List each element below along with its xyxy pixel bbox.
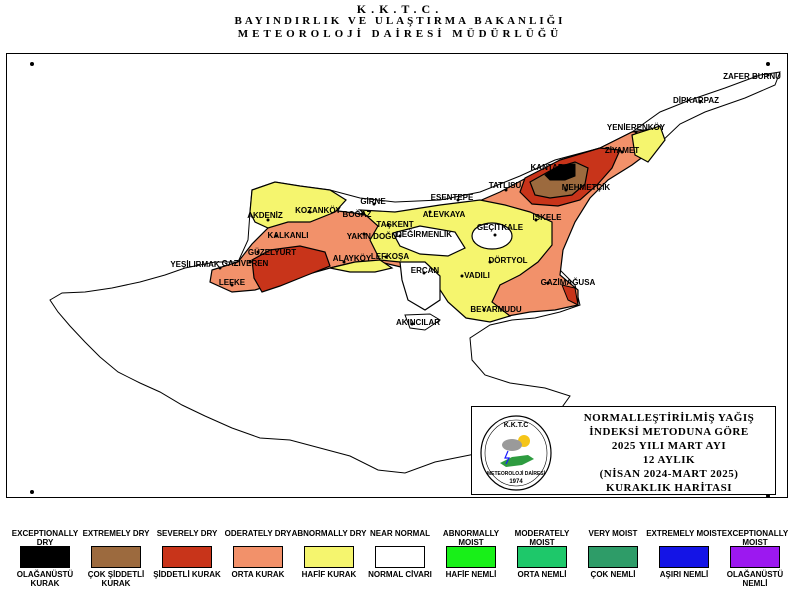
zone-near-normal-gecitkale [471, 222, 513, 250]
legend-swatch [659, 546, 709, 568]
place-yakin-dogu: YAKIN DOĞU [347, 232, 398, 241]
legend-swatch [304, 546, 354, 568]
legend-label-en: ABNORMALLY DRY [291, 529, 367, 538]
legend-label-en: VERY MOIST [588, 529, 638, 538]
lightning-icon [504, 450, 510, 465]
legend-label-en: EXTREMELY MOIST [646, 529, 722, 538]
zone-near-normal-ercan [399, 261, 441, 311]
place-alaykoy: ALAYKÖY [333, 254, 372, 263]
cloud-icon [502, 439, 522, 451]
place-kantara: KANTARA [531, 163, 570, 172]
legend-label-en: ABNORMALLY MOIST [442, 529, 500, 547]
map-frame [6, 53, 788, 498]
place-dortyol: DÖRTYOL [488, 256, 527, 265]
place-akincilar: AKINCILAR [396, 318, 440, 327]
legend-swatch [233, 546, 283, 568]
legend-label-en: MODERATELY MOIST [514, 529, 570, 547]
place-mehmetcik: MEHMETÇİK [562, 183, 611, 192]
logo-top-text: K.K.T.C [504, 422, 529, 429]
map-info-box: K.K.T.C METEOROLOJİ DAİRESİ 1974 NORMALL… [471, 406, 776, 495]
place-zafer-burnu: ZAFER BURNU [723, 72, 781, 81]
logo-year: 1974 [509, 479, 523, 485]
info-line-1: NORMALLEŞTİRİLMİŞ YAĞIŞ [583, 412, 755, 424]
legend-swatch [588, 546, 638, 568]
legend-label-tr: OLAĞANÜSTÜ KURAK [16, 570, 74, 588]
place-yenierenkoy: YENİERENKÖY [607, 123, 666, 132]
header-line-2: BAYINDIRLIK VE ULAŞTIRMA BAKANLIĞI [234, 15, 566, 27]
place-guzelyurt: GÜZELYURT [248, 248, 296, 257]
legend-label-en: EXCEPTIONALLY DRY [11, 529, 79, 547]
legend-swatch [730, 546, 780, 568]
place-beyarmudu: BEYARMUDU [470, 305, 521, 314]
place-girne: GİRNE [360, 197, 386, 206]
place-iskele: İSKELE [533, 213, 563, 222]
info-line-6: KURAKLIK HARİTASI [606, 482, 732, 494]
legend-label-tr: HAFİF NEMLİ [445, 570, 497, 579]
legend-label-en: EXCEPTIONALLY MOIST [721, 529, 789, 547]
zone-exceptionally-dry [544, 163, 576, 181]
info-line-4: 12 AYLIK [642, 454, 696, 466]
legend-swatch [162, 546, 212, 568]
info-line-3: 2025 YILI MART AYI [611, 440, 727, 452]
legend-swatch [91, 546, 141, 568]
zone-abnormally-dry-west [249, 181, 347, 229]
place-ercan: ERCAN [411, 266, 440, 275]
info-line-2: İNDEKSİ METODUNA GÖRE [589, 426, 749, 438]
legend-label-tr: ŞİDDETLİ KURAK [153, 570, 221, 579]
legend-swatch [20, 546, 70, 568]
zone-severely-dry-west [251, 245, 331, 293]
legend-label-tr: HAFİF KURAK [301, 570, 357, 579]
legend-label-en: SEVERELY DRY [156, 529, 218, 538]
place-lefke: LEFKE [219, 278, 246, 287]
place-gazimagusa: GAZİMAĞUSA [541, 278, 596, 287]
place-kozankoy: KOZANKÖY [295, 206, 341, 215]
legend-swatch [375, 546, 425, 568]
place-bogaz: BOĞAZ [343, 210, 372, 219]
legend-label-tr: ORTA KURAK [231, 570, 285, 579]
zone-abnormally-dry-karpaz [631, 125, 666, 163]
place-gecitkale: GEÇİTKALE [477, 223, 524, 232]
legend-label-tr: NORMAL CİVARI [368, 570, 432, 579]
legend-label-tr: AŞIRI NEMLİ [659, 570, 709, 579]
legend-label-en: ODERATELY DRY [224, 529, 292, 538]
place-degirmenlik: DEĞİRMENLİK [396, 230, 452, 239]
legend-label-tr: OLAĞANÜSTÜ NEMLİ [726, 570, 784, 588]
place-yesilirmak: YEŞİLIRMAK [170, 260, 220, 269]
legend-swatch [446, 546, 496, 568]
place-lefkosa: LEFKOŞA [371, 252, 409, 261]
place-taskent: TAŞKENT [376, 220, 413, 229]
zone-severely-dry-famagusta [561, 284, 579, 306]
legend-swatch [517, 546, 567, 568]
place-vadili: VADILI [464, 271, 490, 280]
legend-label-tr: ÇOK ŞİDDETLİ KURAK [87, 570, 145, 588]
place-dipkarpaz: DİPKARPAZ [673, 96, 719, 105]
meteorology-logo: K.K.T.C METEOROLOJİ DAİRESİ 1974 [480, 415, 552, 491]
corner-marks [30, 62, 770, 498]
place-akdeniz: AKDENİZ [247, 211, 283, 220]
legend-label-en: NEAR NORMAL [370, 529, 430, 538]
place-alevkaya: ALEVKAYA [423, 210, 466, 219]
island-icon [500, 455, 534, 467]
header-line-3: METEOROLOJİ DAİRESİ MÜDÜRLÜĞÜ [237, 28, 563, 40]
zone-near-normal-akincilar [404, 313, 441, 331]
legend-label-en: EXTREMELY DRY [82, 529, 150, 538]
logo-bottom-text: METEOROLOJİ DAİRESİ [487, 470, 546, 477]
place-gaziveren: GAZİVEREN [222, 259, 269, 268]
place-kalkanli: KALKANLI [268, 231, 309, 240]
legend-label-tr: ÇOK NEMLİ [590, 570, 636, 579]
header-line-1: K.K.T.C. [356, 2, 444, 16]
info-text: NORMALLEŞTİRİLMİŞ YAĞIŞ İNDEKSİ METODUNA… [564, 411, 774, 495]
zone-abnormally-dry-alaykoy [329, 259, 394, 273]
place-tatlisu: TATLISU [489, 181, 522, 190]
info-line-5: (NİSAN 2024-MART 2025) [599, 468, 739, 480]
place-esentepe: ESENTEPE [431, 193, 474, 202]
station-markers [218, 73, 770, 326]
legend-label-tr: ORTA NEMLİ [517, 570, 567, 579]
place-ziyamet: ZİYAMET [605, 146, 639, 155]
zone-near-normal-nicosia [392, 225, 466, 257]
